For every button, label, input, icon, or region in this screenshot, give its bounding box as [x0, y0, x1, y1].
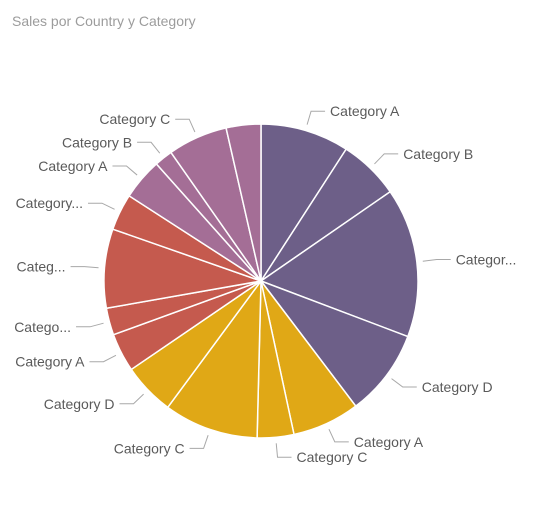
slice-label: Category B: [403, 146, 473, 162]
slice-label: Categ...: [17, 259, 66, 275]
leader-line: [88, 202, 115, 210]
leader-line: [391, 378, 417, 388]
pie-slice[interactable]: [259, 190, 419, 338]
leader-line: [422, 259, 451, 262]
slice-label: Category D: [422, 379, 493, 395]
leader-line: [76, 322, 104, 328]
leader-line: [328, 428, 349, 443]
leader-line: [112, 165, 138, 176]
slice-label: Category...: [16, 195, 83, 211]
pie-slice[interactable]: [225, 123, 262, 282]
slice-label: Catego...: [14, 319, 71, 335]
pie-slice[interactable]: [258, 279, 409, 408]
slice-label: Category C: [114, 440, 185, 456]
slice-label: Category C: [297, 449, 368, 465]
slice-label: Categor...: [456, 252, 517, 268]
leader-line: [70, 266, 99, 269]
slice-label: Category A: [330, 103, 400, 119]
slice-label: Category A: [354, 434, 424, 450]
chart-title: Sales por Country y Category: [12, 13, 196, 29]
slice-label: Category A: [15, 354, 85, 370]
leader-line: [119, 393, 144, 405]
leader-line: [275, 443, 292, 458]
slice-label: Category B: [62, 134, 132, 150]
slice-label: Category D: [44, 396, 115, 412]
slices: [103, 123, 419, 439]
slice-label: Category A: [38, 158, 108, 174]
slice-labels: Category A Category B Categor... Category D…: [14, 103, 516, 465]
leader-line: [175, 118, 196, 133]
pie-slice[interactable]: [166, 278, 262, 439]
leader-line: [189, 435, 209, 449]
leader-line: [89, 354, 117, 363]
leader-line: [137, 141, 161, 154]
leader-line: [306, 110, 326, 125]
slice-label: Category C: [99, 111, 170, 127]
pie-slice[interactable]: [260, 123, 348, 284]
leader-line: [374, 153, 399, 165]
